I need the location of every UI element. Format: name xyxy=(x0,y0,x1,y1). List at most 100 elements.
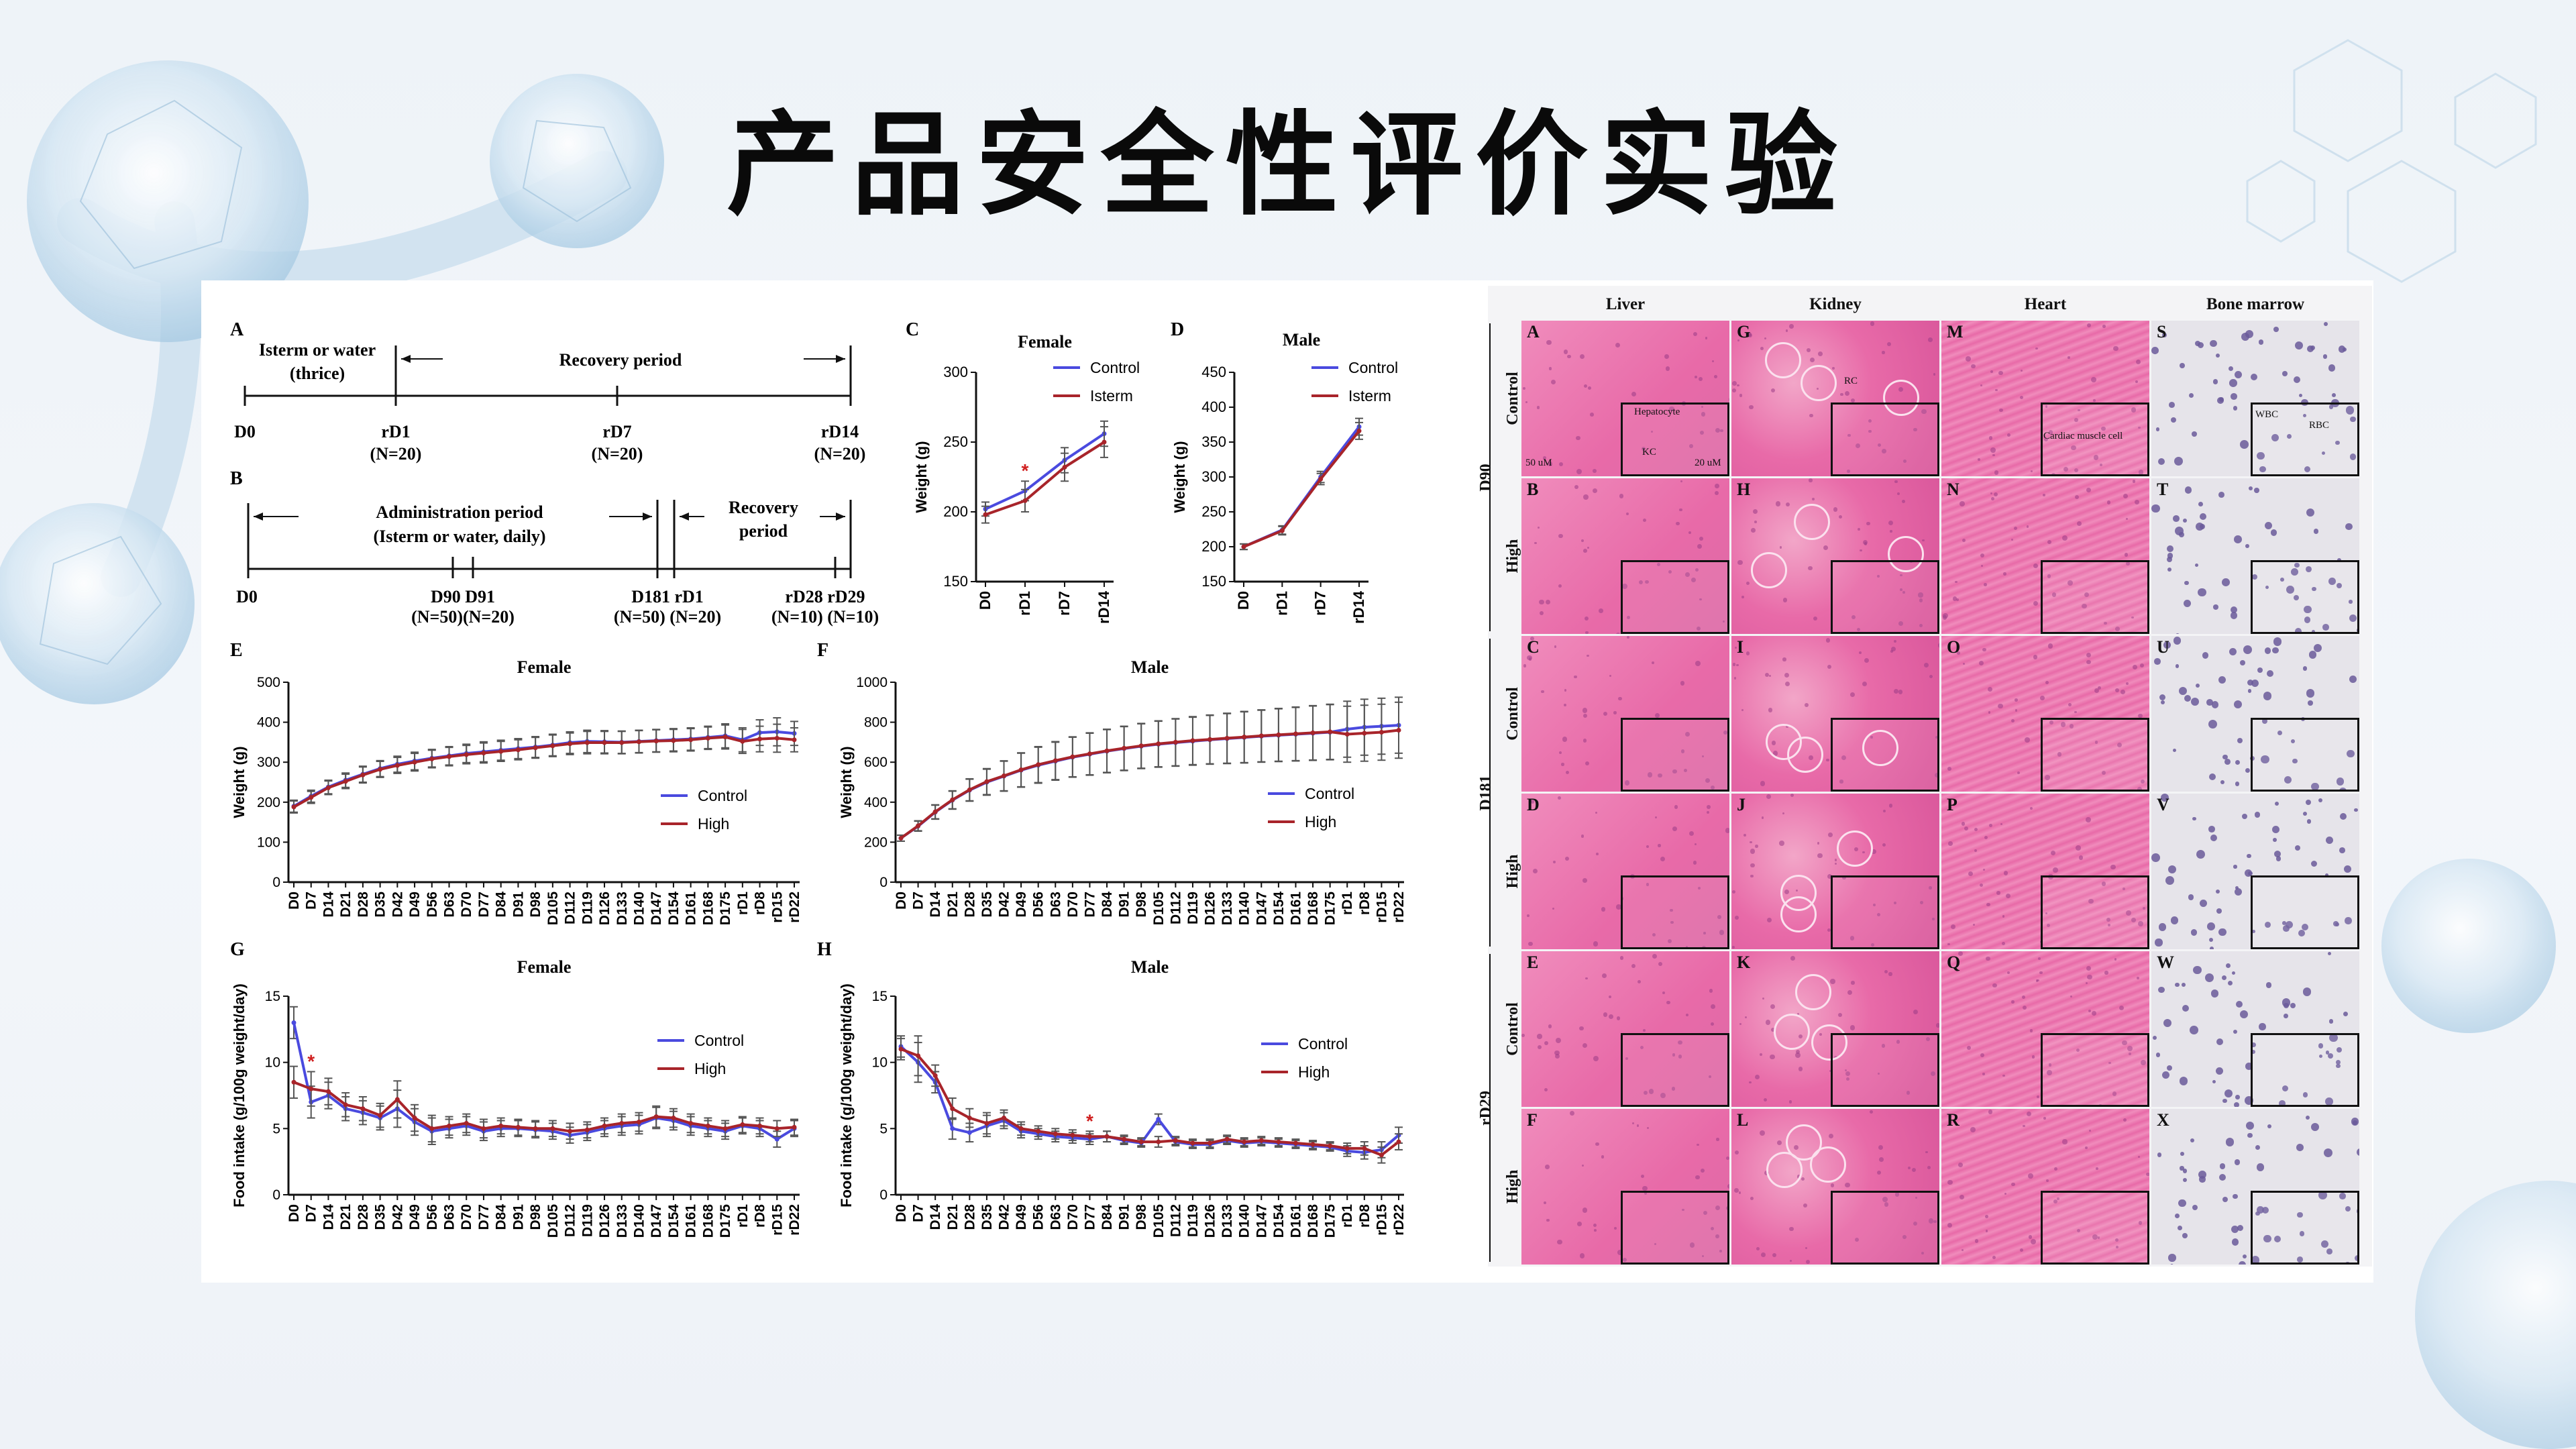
cell-speckle xyxy=(2310,860,2318,867)
cell-speckle xyxy=(2336,583,2342,589)
x-tick-label: D147 xyxy=(649,892,664,925)
x-tick-label: D56 xyxy=(1031,1204,1046,1230)
cell-speckle xyxy=(2039,971,2043,975)
y-axis-label: Weight (g) xyxy=(231,746,248,818)
cell-speckle xyxy=(2138,426,2141,429)
cell-speckle xyxy=(2215,1067,2224,1075)
y-tick-label: 0 xyxy=(272,875,280,890)
cell-speckle xyxy=(2068,703,2072,706)
cell-speckle xyxy=(2345,917,2352,924)
glomerulus-shape xyxy=(1750,551,1787,588)
cell-speckle xyxy=(2161,794,2169,802)
cell-speckle xyxy=(2123,494,2128,499)
cell-speckle xyxy=(2259,1023,2266,1030)
data-point xyxy=(1224,1136,1230,1142)
y-tick-label: 400 xyxy=(257,715,280,731)
x-tick-label: D77 xyxy=(1082,892,1097,918)
x-tick-label: rD14 xyxy=(1350,590,1367,624)
cell-speckle xyxy=(1731,380,1737,386)
cell-speckle xyxy=(1827,928,1831,932)
x-tick-label: D21 xyxy=(945,1204,961,1230)
cell-speckle xyxy=(2266,669,2274,678)
data-point xyxy=(1208,737,1213,742)
cell-speckle xyxy=(1585,761,1590,765)
cell-speckle xyxy=(1837,1012,1843,1018)
cell-speckle xyxy=(1790,956,1795,961)
cell-speckle xyxy=(2306,819,2312,824)
cell-speckle xyxy=(1823,545,1828,551)
cell-speckle xyxy=(1749,1081,1752,1084)
panel-a-dose-label: Isterm or water xyxy=(259,340,376,360)
data-point xyxy=(916,1053,921,1059)
cell-speckle xyxy=(2245,1121,2255,1130)
cell-speckle xyxy=(2349,614,2357,623)
data-point xyxy=(1276,732,1281,737)
data-point xyxy=(481,1126,486,1131)
y-tick-label: 100 xyxy=(257,835,280,850)
cell-speckle xyxy=(1695,1175,1700,1180)
data-point xyxy=(984,779,989,784)
cell-speckle xyxy=(1924,663,1929,667)
cell-speckle xyxy=(2257,1206,2264,1214)
cell-speckle xyxy=(1699,536,1703,541)
cell-speckle xyxy=(1775,501,1780,506)
data-point xyxy=(1310,730,1316,735)
cell-speckle xyxy=(1580,835,1585,838)
cell-speckle xyxy=(2086,659,2091,665)
y-tick-label: 15 xyxy=(265,989,280,1004)
x-tick-label: D35 xyxy=(979,892,995,918)
cell-speckle xyxy=(2086,488,2091,493)
cell-speckle xyxy=(1700,1168,1705,1173)
histology-panel-letter: R xyxy=(1947,1110,1960,1130)
legend-label: High xyxy=(694,1060,726,1077)
data-point xyxy=(636,1119,641,1124)
cell-speckle xyxy=(2235,1095,2240,1099)
cell-speckle xyxy=(1647,772,1653,777)
cell-speckle xyxy=(1695,660,1701,666)
data-point xyxy=(1173,1138,1178,1143)
y-tick-label: 5 xyxy=(879,1121,888,1136)
x-tick-label: D119 xyxy=(580,892,595,924)
cell-speckle xyxy=(2208,826,2215,833)
cell-speckle xyxy=(2270,529,2277,536)
cell-speckle xyxy=(1951,924,1955,930)
data-point xyxy=(1344,1146,1350,1151)
cell-speckle xyxy=(2045,912,2047,915)
cell-speckle xyxy=(2311,630,2316,634)
data-point xyxy=(1190,738,1195,743)
cell-speckle xyxy=(2002,1074,2005,1077)
data-point xyxy=(1276,1139,1281,1144)
histology-inset xyxy=(2251,1033,2359,1107)
cell-speckle xyxy=(1900,574,1902,576)
data-point xyxy=(309,1086,314,1091)
cell-speckle xyxy=(2173,636,2182,645)
cell-speckle xyxy=(1544,1201,1547,1205)
cell-speckle xyxy=(2143,906,2146,910)
cell-speckle xyxy=(2002,915,2005,918)
cell-speckle xyxy=(1992,983,1997,988)
data-point xyxy=(515,1124,521,1130)
cell-speckle xyxy=(2212,1080,2216,1084)
histology-panel-letter: C xyxy=(1527,637,1540,657)
data-point xyxy=(1224,735,1230,741)
cell-speckle xyxy=(1790,794,1794,797)
cell-speckle xyxy=(1688,531,1692,535)
cell-speckle xyxy=(1616,633,1621,634)
cell-speckle xyxy=(1685,946,1688,949)
series-line xyxy=(292,1022,796,1141)
panel-b-tick-n: (N=10) (N=10) xyxy=(771,607,879,627)
panel-b-tick-label: D0 xyxy=(236,587,258,606)
cell-speckle xyxy=(1947,943,1950,945)
y-tick-label: 200 xyxy=(943,503,968,520)
cell-speckle xyxy=(2162,1071,2170,1079)
cell-speckle xyxy=(1603,711,1608,716)
histology-panel-letter: W xyxy=(2157,953,2174,972)
cell-speckle xyxy=(2057,752,2061,757)
cell-speckle xyxy=(1750,528,1756,533)
data-point xyxy=(722,735,728,740)
histology-inset xyxy=(1831,560,1939,634)
x-tick-label: D119 xyxy=(580,1204,595,1237)
x-tick-label: D49 xyxy=(1014,892,1029,918)
cell-speckle xyxy=(2197,341,2204,349)
cell-speckle xyxy=(1719,930,1724,935)
